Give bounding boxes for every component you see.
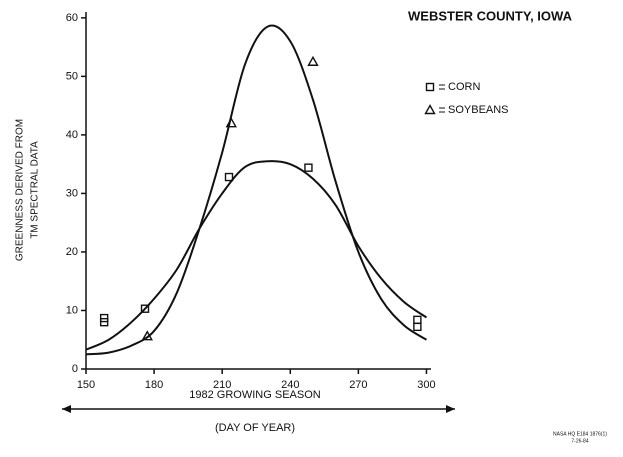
point [413, 315, 422, 325]
y-tick-label: 50 [66, 70, 78, 82]
chart-title: WEBSTER COUNTY, IOWA [408, 8, 573, 23]
footnote: NASA HQ E184 1876(1) [553, 431, 607, 437]
point [224, 172, 234, 182]
y-tick-label: 30 [66, 187, 78, 199]
x-axis-label: 1982 GROWING SEASON [189, 389, 320, 401]
y-tick-label: 0 [72, 363, 78, 375]
point [140, 304, 150, 313]
footnote: 7-26-84 [571, 438, 588, 444]
y-tick-label: 10 [66, 304, 78, 316]
x-tick-label: 240 [281, 379, 299, 391]
point [141, 330, 153, 341]
x-tick-label: 180 [145, 379, 163, 391]
x-tick-label: 270 [349, 379, 367, 391]
legend-equals [439, 84, 445, 90]
x-axis-label: (DAY OF YEAR) [215, 422, 295, 434]
legend-equals [439, 107, 445, 113]
legend-label: CORN [448, 81, 480, 93]
point [307, 55, 319, 66]
x-tick-label: 150 [77, 379, 95, 391]
point [99, 317, 109, 327]
legend-symbol [425, 82, 435, 92]
fit-curve [85, 160, 428, 351]
y-tick-label: 20 [66, 246, 78, 258]
season-arrow [62, 405, 455, 413]
point [225, 117, 237, 128]
legend-symbol [424, 104, 436, 115]
y-tick-label: 40 [66, 129, 78, 141]
x-tick-label: 300 [417, 379, 435, 391]
point [304, 163, 313, 172]
point [413, 322, 422, 332]
y-axis-label: TM SPECTRAL DATA [30, 141, 41, 239]
fit-curve [85, 24, 428, 356]
y-tick-label: 60 [66, 12, 78, 24]
y-axis-label: GREENNESS DERIVED FROM [15, 119, 26, 261]
legend-label: SOYBEANS [448, 104, 509, 116]
x-tick-label: 210 [213, 379, 231, 391]
